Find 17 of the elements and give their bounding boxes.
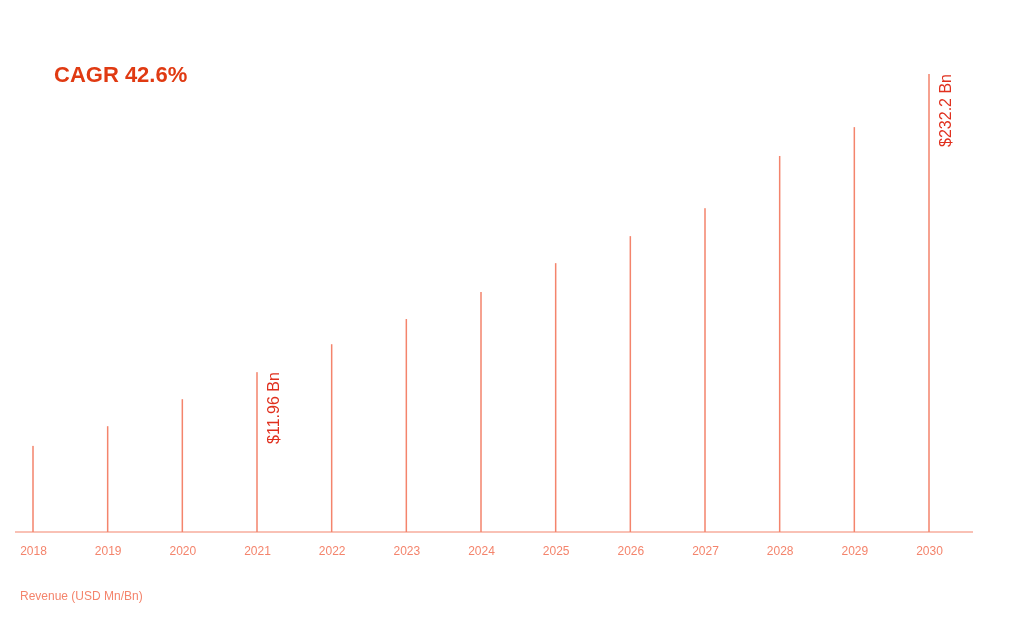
x-axis-title: Revenue (USD Mn/Bn) [20, 589, 143, 603]
x-tick-label: 2022 [318, 543, 346, 558]
x-tick-label: 2021 [244, 543, 272, 558]
annotation: $232.2 Bn [937, 74, 954, 147]
x-tick-label: 2029 [841, 543, 869, 558]
x-tick-label: 2025 [542, 543, 570, 558]
x-tick-label: 2027 [692, 543, 720, 558]
x-tick-label: 2019 [94, 543, 122, 558]
x-tick-label: 2024 [468, 543, 496, 558]
x-tick-label: 2020 [169, 543, 197, 558]
chart-title: CAGR 42.6% [54, 62, 188, 87]
x-tick-label: 2018 [20, 543, 48, 558]
annotation: $11.96 Bn [265, 372, 282, 444]
x-tick-label: 2026 [617, 543, 645, 558]
x-tick-label: 2028 [766, 543, 794, 558]
x-tick-label: 2030 [916, 543, 944, 558]
x-tick-label: 2023 [393, 543, 421, 558]
